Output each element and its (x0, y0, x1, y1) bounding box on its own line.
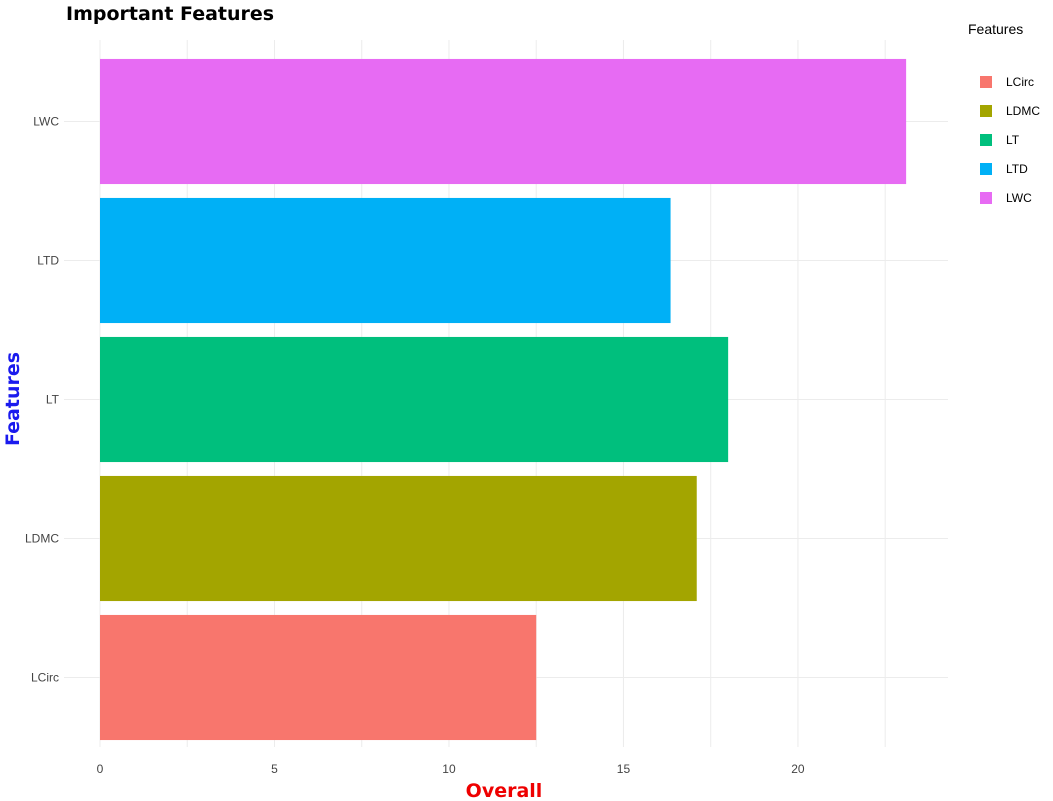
bar-lcirc (100, 614, 537, 741)
y-tick-label: LCirc (31, 671, 59, 685)
y-tick-label: LT (46, 393, 60, 407)
legend-label: LTD (1006, 162, 1028, 176)
legend-swatch (980, 163, 992, 175)
bars (100, 58, 907, 741)
legend-swatch (980, 76, 992, 88)
legend-swatch (980, 192, 992, 204)
legend-label: LDMC (1006, 104, 1040, 118)
chart-title: Important Features (66, 3, 274, 25)
legend: Features LCirc LDMC LT LTD LWC (968, 21, 1040, 205)
x-axis-title: Overall (466, 780, 543, 801)
y-axis-title: Features (2, 352, 24, 446)
bar-ltd (100, 197, 671, 324)
x-tick-label: 15 (617, 762, 631, 776)
legend-title: Features (968, 21, 1023, 37)
legend-swatch (980, 105, 992, 117)
x-tick-label: 10 (442, 762, 456, 776)
x-tick-label: 20 (791, 762, 805, 776)
legend-label: LT (1006, 133, 1020, 147)
y-tick-labels: LCirc LDMC LT LTD LWC (25, 115, 60, 685)
y-tick-label: LDMC (25, 532, 59, 546)
legend-label: LWC (1006, 191, 1032, 205)
bar-ldmc (100, 475, 697, 602)
y-tick-label: LWC (33, 115, 59, 129)
bar-lt (100, 336, 729, 463)
x-tick-labels: 0 5 10 15 20 (97, 762, 805, 776)
y-tick-label: LTD (37, 254, 59, 268)
x-tick-label: 5 (271, 762, 278, 776)
legend-swatch (980, 134, 992, 146)
legend-label: LCirc (1006, 75, 1034, 89)
bar-lwc (100, 58, 907, 185)
x-tick-label: 0 (97, 762, 104, 776)
